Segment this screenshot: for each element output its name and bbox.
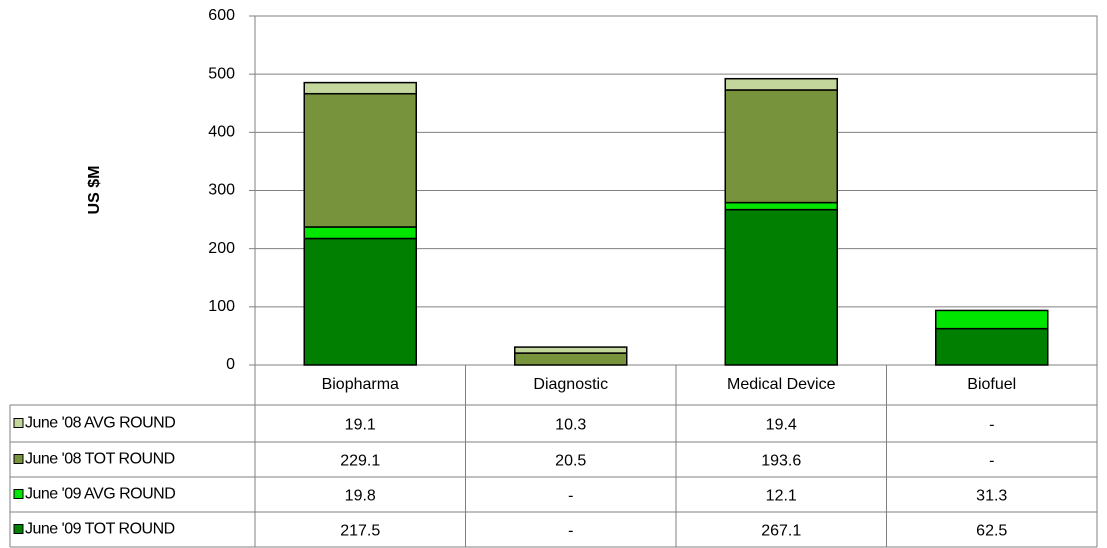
table-cell: - [989, 453, 994, 470]
y-tick-label: 300 [208, 182, 235, 199]
table-cell: 19.4 [766, 417, 797, 434]
legend-label: June '09 TOT ROUND [25, 521, 175, 538]
x-tick-label: Diagnostic [533, 376, 608, 393]
table-cell: 193.6 [761, 453, 801, 470]
bar-segment [303, 92, 417, 228]
x-tick-label: Medical Device [727, 376, 836, 393]
bar-segment [724, 77, 838, 91]
legend-key [13, 454, 24, 464]
legend-label: June '08 AVG ROUND [25, 415, 175, 432]
y-tick-label: 0 [226, 356, 235, 373]
bar-segment [724, 201, 838, 211]
table-cell: - [568, 488, 573, 505]
bar-segment [303, 226, 417, 240]
bar-segment [724, 89, 838, 204]
table-cell: 229.1 [340, 453, 380, 470]
bar-segment [514, 346, 628, 354]
y-axis-label: US $M [86, 166, 103, 215]
table-cell: 267.1 [761, 523, 801, 540]
bar-segment [935, 327, 1049, 366]
legend-key [13, 489, 24, 499]
legend-label: June '08 TOT ROUND [25, 451, 175, 468]
y-tick-label: 600 [208, 7, 235, 24]
y-tick-label: 200 [208, 240, 235, 257]
legend-label: June '09 AVG ROUND [25, 486, 175, 503]
bar-segment [514, 352, 628, 366]
bar-segment [303, 81, 417, 95]
legend-key [13, 418, 24, 428]
table-cell: 12.1 [766, 488, 797, 505]
table-cell: 10.3 [555, 417, 586, 434]
table-cell: 31.3 [976, 488, 1007, 505]
y-tick-label: 500 [208, 65, 235, 82]
x-tick-label: Biopharma [322, 376, 399, 393]
table-cell: 62.5 [976, 523, 1007, 540]
table-cell: 217.5 [340, 523, 380, 540]
table-cell: 19.8 [345, 488, 376, 505]
table-cell: - [989, 417, 994, 434]
y-tick-label: 400 [208, 124, 235, 141]
x-tick-label: Biofuel [967, 376, 1016, 393]
table-cell: - [568, 523, 573, 540]
legend-key [13, 524, 24, 534]
bar-segment [935, 309, 1049, 330]
table-cell: 20.5 [555, 453, 586, 470]
bar-segment [724, 208, 838, 366]
y-tick-label: 100 [208, 298, 235, 315]
table-cell: 19.1 [345, 417, 376, 434]
bar-segment [303, 237, 417, 366]
